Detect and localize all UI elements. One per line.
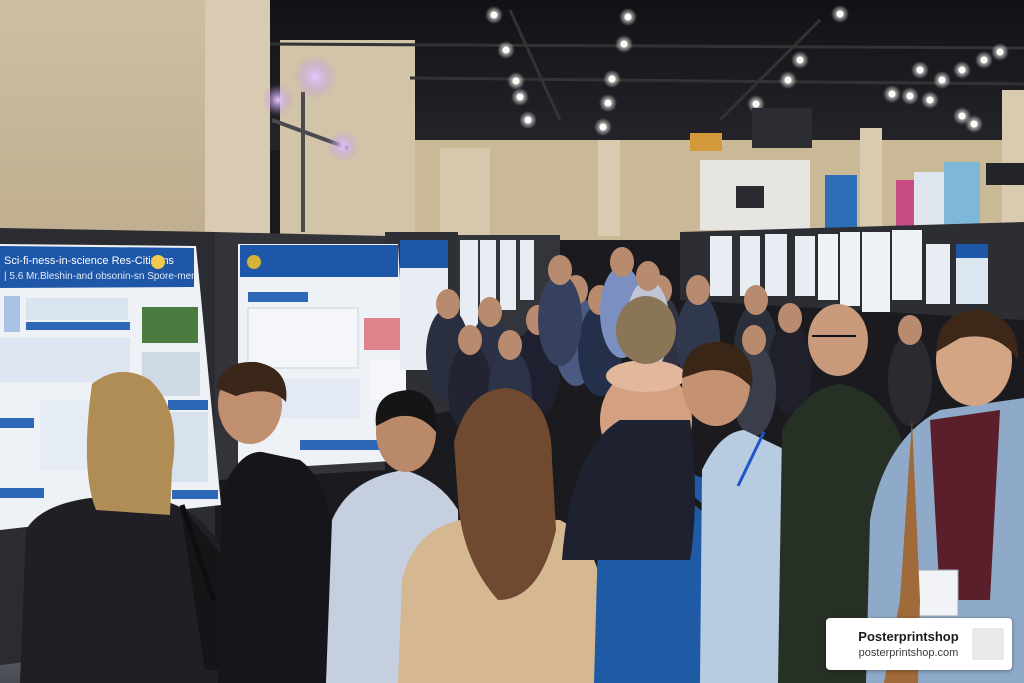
ceiling-light-bulb xyxy=(906,92,914,100)
ceiling-light-bulb xyxy=(608,75,616,83)
booth-panel xyxy=(896,180,914,228)
watermark-badge: Posterprintshop posterprintshop.com xyxy=(826,618,1012,670)
ceiling-light-bulb xyxy=(490,11,498,19)
ceiling-light-bulb xyxy=(512,77,520,85)
crowd-head xyxy=(610,247,634,277)
ceiling-light-bulb xyxy=(752,100,760,108)
booth-panel xyxy=(944,162,980,226)
ceiling-light-bulb xyxy=(958,112,966,120)
booth-panel xyxy=(825,175,857,230)
projector xyxy=(752,108,812,148)
crowd-head xyxy=(498,330,522,360)
ceiling-light-bulb xyxy=(836,10,844,18)
crowd-head xyxy=(744,285,768,315)
poster-logo-icon xyxy=(247,255,261,269)
ceiling-light-bulb xyxy=(784,76,792,84)
ceiling-light-bulb xyxy=(524,116,532,124)
ceiling-light-bulb xyxy=(938,76,946,84)
crowd-head xyxy=(478,297,502,327)
watermark-logo-icon xyxy=(972,628,1004,660)
wall-pillar xyxy=(440,148,490,238)
ceiling-lights xyxy=(485,5,1009,136)
purple-light xyxy=(293,55,337,99)
watermark-name: Posterprintshop xyxy=(858,629,959,644)
crowd-head xyxy=(548,255,572,285)
crowd-head xyxy=(436,289,460,319)
person-denim-man xyxy=(866,310,1024,683)
wall-pillar xyxy=(205,0,270,240)
wall-pillar xyxy=(860,128,882,228)
crowd-head xyxy=(458,325,482,355)
person-blonde-woman xyxy=(20,371,268,683)
poster-row-right xyxy=(680,222,1024,320)
ceiling-light-bulb xyxy=(926,96,934,104)
ceiling-light-bulb xyxy=(980,56,988,64)
ceiling-light-bulb xyxy=(958,66,966,74)
crowd-head xyxy=(742,325,766,355)
person-beige-woman xyxy=(398,388,608,683)
ceiling-light-bulb xyxy=(970,120,978,128)
ceiling-light-bulb xyxy=(620,40,628,48)
hanging-sign xyxy=(690,133,722,151)
crowd-person xyxy=(888,334,932,426)
ceiling-light-bulb xyxy=(916,66,924,74)
wall-pillar xyxy=(598,140,620,236)
ceiling-light-bulb xyxy=(502,46,510,54)
poster-left-headline: Sci-fi-ness-in-science Res-Citizens xyxy=(4,255,174,267)
ceiling-light-bulb xyxy=(796,56,804,64)
purple-light xyxy=(262,84,294,116)
ceiling-light-bulb xyxy=(516,93,524,101)
poster-logo-icon xyxy=(151,255,165,269)
crowd-person xyxy=(768,322,812,414)
ceiling-light-bulb xyxy=(996,48,1004,56)
crowd-head xyxy=(686,275,710,305)
ceiling-light-bulb xyxy=(624,13,632,21)
person-black-tshirt xyxy=(216,361,334,683)
person-bun-woman xyxy=(562,296,695,560)
poster-left-subline: | 5.6 Mr.Bleshin-and obsonin-sn Spore-me… xyxy=(4,271,197,282)
crowd-head xyxy=(778,303,802,333)
ceiling-light-bulb xyxy=(599,123,607,131)
booth-panel xyxy=(986,163,1024,185)
purple-light xyxy=(327,130,359,162)
crowd-head xyxy=(898,315,922,345)
booth-panel xyxy=(914,172,944,228)
back-booth-screen xyxy=(736,186,764,208)
ceiling-light-bulb xyxy=(888,90,896,98)
crowd-head xyxy=(636,261,660,291)
ceiling-light-bulb xyxy=(604,99,612,107)
wall-pillar xyxy=(1002,90,1024,230)
watermark-url: posterprintshop.com xyxy=(858,647,959,659)
crowd-person xyxy=(538,274,582,366)
